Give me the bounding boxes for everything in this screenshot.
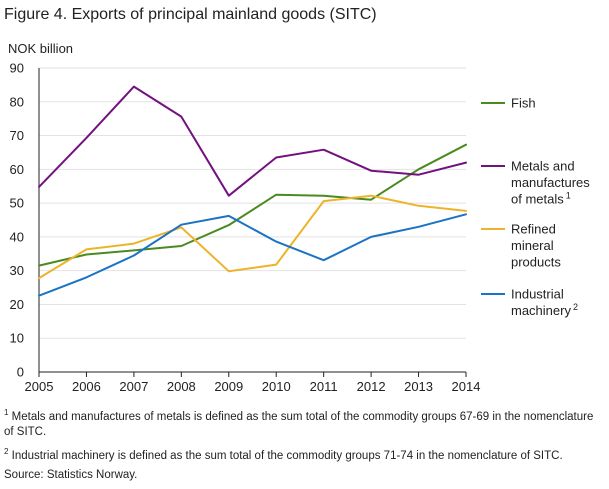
legend-label-line: of metals <box>511 192 564 207</box>
y-tick-label: 80 <box>10 94 24 109</box>
x-tick-label: 2009 <box>214 379 243 394</box>
x-tick-label: 2013 <box>404 379 433 394</box>
legend-label-line: mineral <box>511 238 554 253</box>
footnote-2-text: Industrial machinery is defined as the s… <box>11 449 563 462</box>
legend-label-line: Refined <box>511 222 556 237</box>
legend-label-line: Fish <box>511 96 536 111</box>
legend-label-line: machinery <box>511 303 571 318</box>
legend: Fish Metals and manufactures of metals 1 Refi… <box>481 96 590 319</box>
x-tick-label: 2006 <box>72 379 101 394</box>
series-line-3 <box>38 213 467 297</box>
legend-footnote-marker: 1 <box>566 191 571 201</box>
footnotes: 1 Metals and manufactures of metals is d… <box>4 405 604 483</box>
x-tick-labels: 2005 2006 2007 2008 2009 2010 2011 2012 2013 2014 <box>25 372 481 394</box>
legend-label-line: manufactures <box>511 175 590 190</box>
x-tick-label: 2007 <box>119 379 148 394</box>
x-tick-label: 2008 <box>167 379 196 394</box>
footnote-1: 1 Metals and manufactures of metals is d… <box>4 405 604 440</box>
footnote-2-marker: 2 <box>4 446 9 456</box>
x-tick-label: 2010 <box>262 379 291 394</box>
legend-label-line: products <box>511 255 561 270</box>
x-tick-label: 2014 <box>452 379 481 394</box>
footnote-1-marker: 1 <box>4 408 9 417</box>
x-tick-label: 2012 <box>357 379 386 394</box>
y-tick-label: 0 <box>17 365 24 380</box>
y-tick-label: 10 <box>10 331 24 346</box>
source-note: Source: Statistics Norway. <box>4 468 138 481</box>
y-tick-label: 90 <box>10 61 24 76</box>
series-line-0 <box>38 143 467 267</box>
legend-label: Metals and manufactures of metals 1 <box>511 159 590 207</box>
footnote-2: 2 Industrial machinery is defined as the… <box>4 444 604 464</box>
legend-label: Industrial machinery 2 <box>511 287 578 319</box>
chart-title: Figure 4. Exports of principal mainland … <box>4 6 377 23</box>
legend-footnote-marker: 2 <box>573 302 578 312</box>
y-tick-label: 70 <box>10 128 24 143</box>
legend-label: Refined mineral products <box>511 222 561 270</box>
y-tick-label: 60 <box>10 162 24 177</box>
series-line-1 <box>38 85 467 197</box>
legend-label-line: Industrial <box>511 287 564 302</box>
y-tick-label: 50 <box>10 196 24 211</box>
line-chart: 0 10 20 30 40 50 60 70 80 90 2005 2006 2007 2008 2009… <box>10 61 591 395</box>
y-axis-label: NOK billion <box>8 41 74 56</box>
series-lines <box>38 85 467 297</box>
y-tick-label: 30 <box>10 263 24 278</box>
y-tick-labels: 0 10 20 30 40 50 60 70 80 90 <box>10 61 24 380</box>
x-tick-label: 2005 <box>25 379 54 394</box>
legend-label: Fish <box>511 96 536 111</box>
x-tick-label: 2011 <box>310 379 338 394</box>
footnote-1-text: Metals and manufactures of metals is def… <box>4 410 594 438</box>
series-line-2 <box>38 194 467 280</box>
grid-lines <box>38 67 466 373</box>
y-tick-label: 40 <box>10 229 24 244</box>
y-tick-label: 20 <box>10 297 24 312</box>
legend-label-line: Metals and <box>511 159 575 174</box>
